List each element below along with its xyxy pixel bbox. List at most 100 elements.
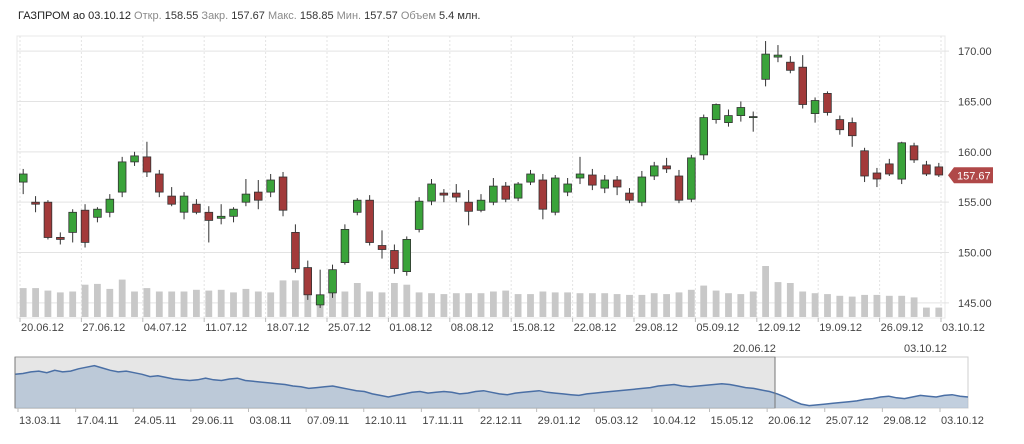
candle[interactable]: [365, 195, 374, 246]
candle[interactable]: [142, 141, 152, 177]
navigator-tick-label: 07.09.11: [307, 415, 349, 427]
candle[interactable]: [637, 170, 647, 207]
candle[interactable]: [724, 109, 733, 127]
candle-body-down: [31, 201, 40, 205]
candle[interactable]: [229, 207, 238, 223]
candle[interactable]: [464, 190, 473, 226]
candle[interactable]: [513, 182, 523, 202]
candle[interactable]: [736, 101, 746, 122]
candle[interactable]: [427, 179, 436, 206]
candle[interactable]: [588, 168, 597, 191]
candle[interactable]: [105, 194, 115, 218]
candle[interactable]: [600, 174, 610, 194]
candle[interactable]: [798, 55, 808, 109]
x-tick-label: 22.08.12: [574, 322, 617, 334]
candle[interactable]: [810, 97, 820, 123]
x-tick-label: 04.07.12: [144, 322, 187, 334]
candle[interactable]: [538, 173, 548, 220]
navigator[interactable]: 13.03.11 17.04.11 24.05.11 29.06.11 03.08.11…: [14, 356, 984, 427]
candle[interactable]: [155, 169, 164, 198]
candle[interactable]: [303, 260, 312, 300]
candle[interactable]: [328, 264, 337, 298]
candle[interactable]: [241, 179, 251, 207]
candle[interactable]: [167, 187, 176, 207]
candle[interactable]: [674, 169, 684, 204]
candle[interactable]: [489, 178, 498, 206]
volume-bar: [44, 290, 52, 317]
volume-bar: [19, 288, 27, 317]
candle[interactable]: [80, 204, 90, 248]
candle[interactable]: [414, 197, 424, 233]
candle[interactable]: [377, 230, 387, 259]
candle[interactable]: [43, 200, 53, 240]
volume-bar: [873, 294, 881, 317]
candle[interactable]: [117, 156, 127, 198]
candle[interactable]: [451, 184, 461, 203]
candle[interactable]: [885, 158, 894, 176]
candle[interactable]: [786, 56, 795, 74]
candle[interactable]: [699, 114, 709, 160]
candle-body-up: [489, 185, 498, 203]
candle[interactable]: [860, 147, 869, 183]
candle[interactable]: [749, 111, 758, 132]
candle[interactable]: [835, 115, 845, 135]
candle-body-up: [216, 215, 226, 219]
candle[interactable]: [761, 41, 770, 87]
candle[interactable]: [278, 171, 288, 217]
candle[interactable]: [340, 224, 350, 265]
volume-bar: [898, 295, 906, 318]
candle[interactable]: [266, 173, 275, 198]
high-label: Макс.: [267, 10, 297, 22]
candle[interactable]: [872, 167, 882, 188]
volume-bar: [465, 293, 472, 317]
candle[interactable]: [56, 232, 65, 245]
candle-layer[interactable]: [18, 41, 944, 308]
candle[interactable]: [625, 188, 634, 204]
candle[interactable]: [501, 182, 510, 203]
candle[interactable]: [526, 169, 535, 186]
candle[interactable]: [934, 162, 944, 177]
candle[interactable]: [68, 209, 77, 243]
candle[interactable]: [31, 196, 40, 213]
candle[interactable]: [922, 160, 931, 176]
candle[interactable]: [848, 117, 857, 147]
candle[interactable]: [650, 161, 659, 181]
candle[interactable]: [575, 156, 585, 185]
candle-body-down: [80, 209, 90, 243]
candle[interactable]: [179, 192, 189, 220]
candle[interactable]: [612, 175, 622, 196]
candle[interactable]: [216, 204, 226, 225]
candle-body-up: [575, 173, 585, 179]
candle[interactable]: [93, 207, 102, 223]
candle[interactable]: [909, 142, 919, 163]
candle[interactable]: [390, 244, 399, 274]
candle-body-up: [810, 100, 820, 115]
candle[interactable]: [476, 194, 486, 213]
volume-bar: [230, 292, 237, 317]
volume-bar: [774, 282, 782, 317]
candle[interactable]: [823, 91, 832, 116]
candle-body-down: [538, 179, 548, 210]
x-tick-label: 11.07.12: [205, 322, 247, 334]
candle[interactable]: [439, 189, 449, 203]
candle[interactable]: [204, 206, 214, 243]
candle-body-down: [155, 173, 164, 193]
candle[interactable]: [563, 178, 572, 197]
candle[interactable]: [711, 103, 721, 124]
candle[interactable]: [402, 236, 411, 276]
candle-body-up: [563, 183, 572, 193]
candle[interactable]: [662, 157, 671, 173]
candle[interactable]: [291, 224, 300, 273]
candle[interactable]: [253, 180, 263, 210]
candle[interactable]: [18, 168, 28, 195]
candle[interactable]: [897, 141, 907, 185]
candle[interactable]: [551, 174, 560, 216]
candle[interactable]: [773, 45, 783, 63]
candle[interactable]: [315, 269, 325, 308]
candle[interactable]: [192, 199, 201, 215]
candle[interactable]: [687, 154, 696, 203]
candle[interactable]: [130, 151, 139, 166]
candle[interactable]: [352, 198, 362, 216]
candle-body-up: [711, 104, 721, 121]
volume-bar: [910, 297, 918, 317]
